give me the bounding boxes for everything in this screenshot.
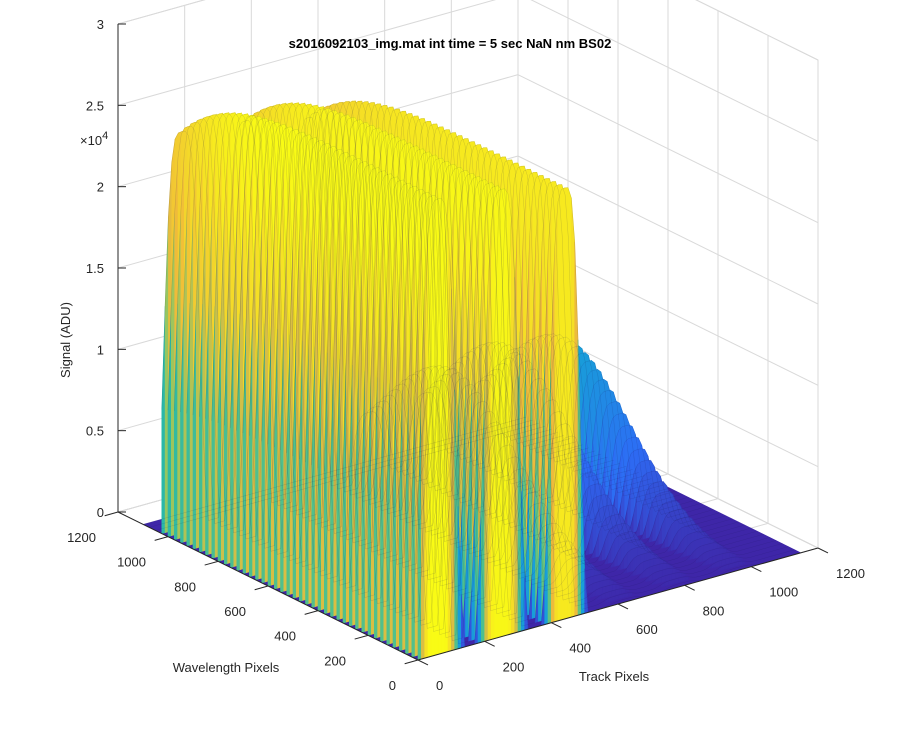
y-tick xyxy=(354,634,369,640)
z-tick-label: 2 xyxy=(97,180,104,195)
x-tick xyxy=(484,640,495,647)
surface-strip xyxy=(621,588,626,594)
x-tick-label: 400 xyxy=(569,641,591,656)
y-tick-label: 400 xyxy=(274,629,296,644)
y-tick-label: 200 xyxy=(324,653,346,668)
x-tick xyxy=(551,622,562,629)
x-tick-label: 200 xyxy=(503,659,525,674)
x-tick-label: 800 xyxy=(703,603,725,618)
surface-strip xyxy=(735,556,740,562)
y-tick xyxy=(154,536,169,541)
surface-strip xyxy=(741,560,746,565)
surface-strip xyxy=(684,576,689,581)
surface-plot xyxy=(142,100,802,661)
y-tick-label: 800 xyxy=(174,579,196,594)
z-tick-label: 2.5 xyxy=(86,98,104,113)
y-tick xyxy=(254,585,269,591)
x-tick-label: 0 xyxy=(436,678,443,693)
gridline xyxy=(517,155,819,305)
x-axis-label: Track Pixels xyxy=(579,669,650,684)
y-tick-label: 600 xyxy=(224,604,246,619)
z-tick-label: 1.5 xyxy=(86,261,104,276)
y-axis-label: Wavelength Pixels xyxy=(173,660,280,675)
z-axis-label: Signal (ADU) xyxy=(58,302,73,378)
surface-strip xyxy=(678,572,683,578)
x-tick-label: 1000 xyxy=(769,585,798,600)
surface-strip xyxy=(652,571,657,581)
x-tick-label: 1200 xyxy=(836,566,865,581)
y-tick xyxy=(304,610,319,615)
z-tick-label: 0.5 xyxy=(86,424,104,439)
x-tick xyxy=(617,603,629,610)
z-tick-label: 1 xyxy=(97,342,104,357)
surface-strip xyxy=(618,588,623,595)
y-tick-label: 1200 xyxy=(67,530,96,545)
x-tick xyxy=(751,566,762,573)
chart-title: s2016092103_img.mat int time = 5 sec NaN… xyxy=(289,36,612,51)
y-tick xyxy=(204,560,219,566)
y-tick xyxy=(104,511,119,517)
z-tick-label: 0 xyxy=(97,505,104,520)
z-multiplier: ×104 xyxy=(80,130,108,148)
x-tick xyxy=(817,547,829,554)
surface-strip xyxy=(567,187,572,619)
gridline xyxy=(117,0,206,25)
gridline xyxy=(695,0,819,61)
surface-strip xyxy=(731,556,736,563)
z-tick-label: 3 xyxy=(97,17,104,32)
y-tick-label: 0 xyxy=(389,678,396,693)
gridline xyxy=(117,0,497,106)
surface-strip xyxy=(675,572,680,579)
gridline xyxy=(517,74,819,224)
x-tick-label: 600 xyxy=(636,622,658,637)
x-tick xyxy=(684,584,695,591)
y-tick-label: 1000 xyxy=(117,555,146,570)
gridline xyxy=(530,0,819,142)
x-tick xyxy=(417,659,429,666)
y-tick xyxy=(404,659,419,665)
